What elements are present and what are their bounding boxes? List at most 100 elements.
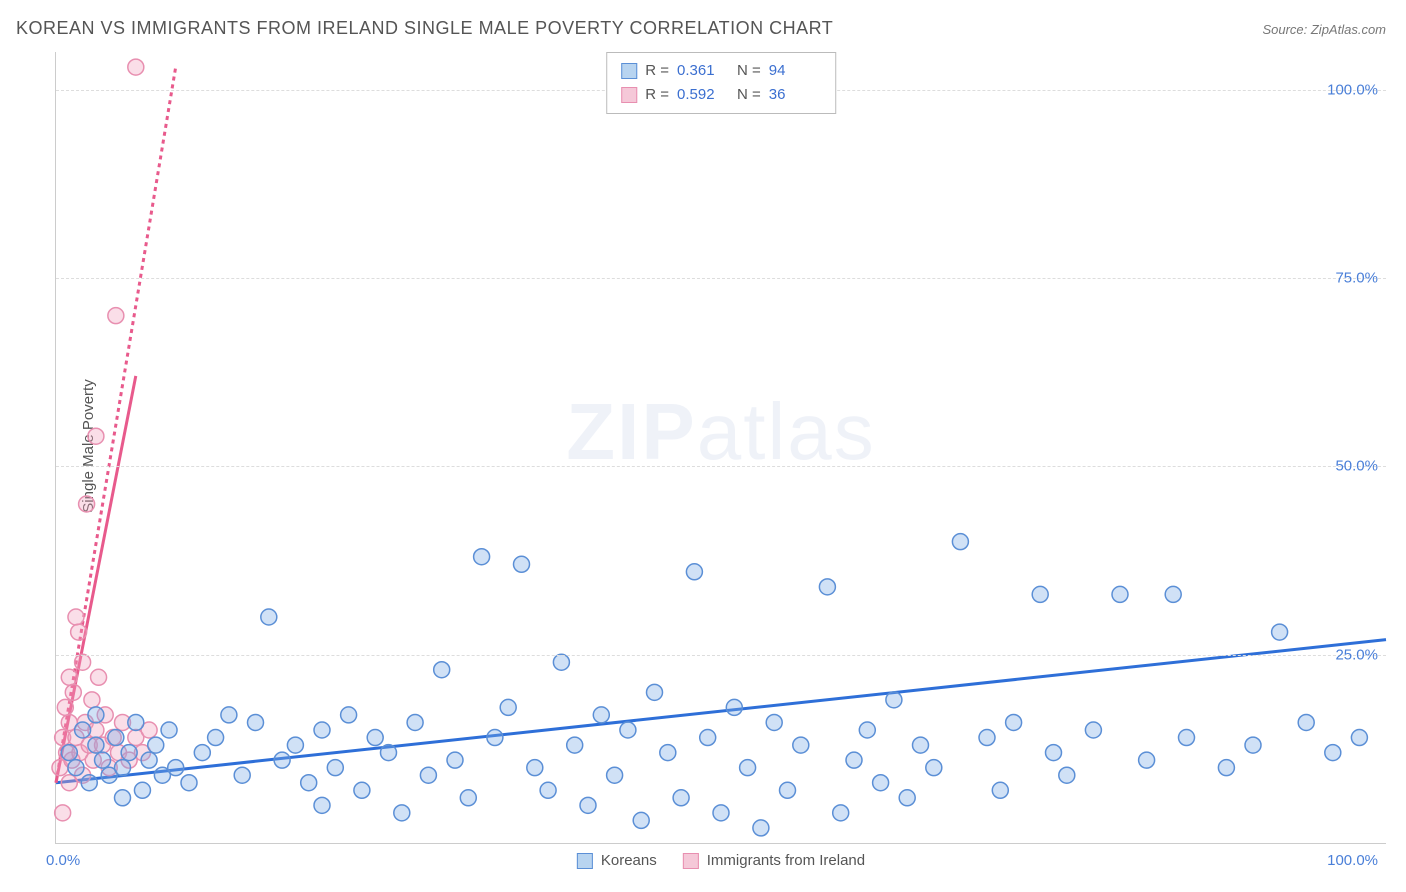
scatter-svg bbox=[56, 52, 1386, 843]
chart-container: KOREAN VS IMMIGRANTS FROM IRELAND SINGLE… bbox=[0, 0, 1406, 892]
data-point bbox=[753, 820, 769, 836]
data-point bbox=[553, 654, 569, 670]
data-point bbox=[527, 760, 543, 776]
data-point bbox=[833, 805, 849, 821]
data-point bbox=[341, 707, 357, 723]
data-point bbox=[168, 760, 184, 776]
gridline bbox=[56, 278, 1386, 279]
chart-title: KOREAN VS IMMIGRANTS FROM IRELAND SINGLE… bbox=[16, 18, 833, 39]
data-point bbox=[61, 745, 77, 761]
data-point bbox=[1032, 586, 1048, 602]
data-point bbox=[108, 730, 124, 746]
data-point bbox=[1165, 586, 1181, 602]
data-point bbox=[460, 790, 476, 806]
data-point bbox=[84, 692, 100, 708]
data-point bbox=[1245, 737, 1261, 753]
data-point bbox=[846, 752, 862, 768]
data-point bbox=[148, 737, 164, 753]
data-point bbox=[407, 714, 423, 730]
data-point bbox=[434, 662, 450, 678]
data-point bbox=[992, 782, 1008, 798]
data-point bbox=[1272, 624, 1288, 640]
data-point bbox=[514, 556, 530, 572]
legend-stats: R = 0.361 N = 94 R = 0.592 N = 36 bbox=[606, 52, 836, 114]
data-point bbox=[115, 790, 131, 806]
data-point bbox=[234, 767, 250, 783]
data-point bbox=[81, 775, 97, 791]
data-point bbox=[68, 760, 84, 776]
data-point bbox=[1085, 722, 1101, 738]
data-point bbox=[57, 699, 73, 715]
x-tick-max: 100.0% bbox=[1327, 852, 1378, 869]
data-point bbox=[128, 714, 144, 730]
data-point bbox=[1351, 730, 1367, 746]
legend-label-koreans: Koreans bbox=[601, 852, 657, 869]
x-tick-min: 0.0% bbox=[46, 852, 80, 869]
data-point bbox=[1325, 745, 1341, 761]
data-point bbox=[115, 760, 131, 776]
data-point bbox=[726, 699, 742, 715]
data-point bbox=[1139, 752, 1155, 768]
trend-line bbox=[56, 640, 1386, 783]
y-tick: 75.0% bbox=[1335, 270, 1378, 287]
data-point bbox=[913, 737, 929, 753]
data-point bbox=[620, 722, 636, 738]
data-point bbox=[134, 782, 150, 798]
data-point bbox=[261, 609, 277, 625]
data-point bbox=[673, 790, 689, 806]
data-point bbox=[314, 797, 330, 813]
data-point bbox=[660, 745, 676, 761]
gridline bbox=[56, 655, 1386, 656]
data-point bbox=[926, 760, 942, 776]
data-point bbox=[567, 737, 583, 753]
data-point bbox=[221, 707, 237, 723]
gridline bbox=[56, 466, 1386, 467]
y-tick: 25.0% bbox=[1335, 646, 1378, 663]
data-point bbox=[607, 767, 623, 783]
data-point bbox=[540, 782, 556, 798]
data-point bbox=[194, 745, 210, 761]
data-point bbox=[274, 752, 290, 768]
y-tick: 50.0% bbox=[1335, 458, 1378, 475]
data-point bbox=[1112, 586, 1128, 602]
data-point bbox=[1179, 730, 1195, 746]
data-point bbox=[1218, 760, 1234, 776]
data-point bbox=[886, 692, 902, 708]
legend-swatch-icon bbox=[683, 853, 699, 869]
data-point bbox=[593, 707, 609, 723]
n-value-koreans: 94 bbox=[769, 59, 821, 83]
data-point bbox=[161, 722, 177, 738]
source-label: Source: ZipAtlas.com bbox=[1262, 22, 1386, 37]
data-point bbox=[354, 782, 370, 798]
data-point bbox=[88, 737, 104, 753]
data-point bbox=[740, 760, 756, 776]
data-point bbox=[474, 549, 490, 565]
data-point bbox=[633, 812, 649, 828]
data-point bbox=[367, 730, 383, 746]
data-point bbox=[381, 745, 397, 761]
data-point bbox=[952, 534, 968, 550]
data-point bbox=[979, 730, 995, 746]
data-point bbox=[208, 730, 224, 746]
data-point bbox=[647, 684, 663, 700]
legend-swatch-icon bbox=[577, 853, 593, 869]
data-point bbox=[1046, 745, 1062, 761]
data-point bbox=[65, 684, 81, 700]
plot-area: ZIPatlas R = 0.361 N = 94 R = 0.592 N = … bbox=[55, 52, 1386, 844]
data-point bbox=[108, 308, 124, 324]
data-point bbox=[68, 609, 84, 625]
data-point bbox=[500, 699, 516, 715]
data-point bbox=[899, 790, 915, 806]
r-value-koreans: 0.361 bbox=[677, 59, 729, 83]
data-point bbox=[700, 730, 716, 746]
data-point bbox=[1298, 714, 1314, 730]
data-point bbox=[88, 707, 104, 723]
legend-item-ireland: Immigrants from Ireland bbox=[683, 852, 865, 869]
legend-series: Koreans Immigrants from Ireland bbox=[577, 852, 865, 869]
data-point bbox=[75, 722, 91, 738]
data-point bbox=[327, 760, 343, 776]
y-tick: 100.0% bbox=[1327, 81, 1378, 98]
data-point bbox=[713, 805, 729, 821]
data-point bbox=[487, 730, 503, 746]
data-point bbox=[686, 564, 702, 580]
